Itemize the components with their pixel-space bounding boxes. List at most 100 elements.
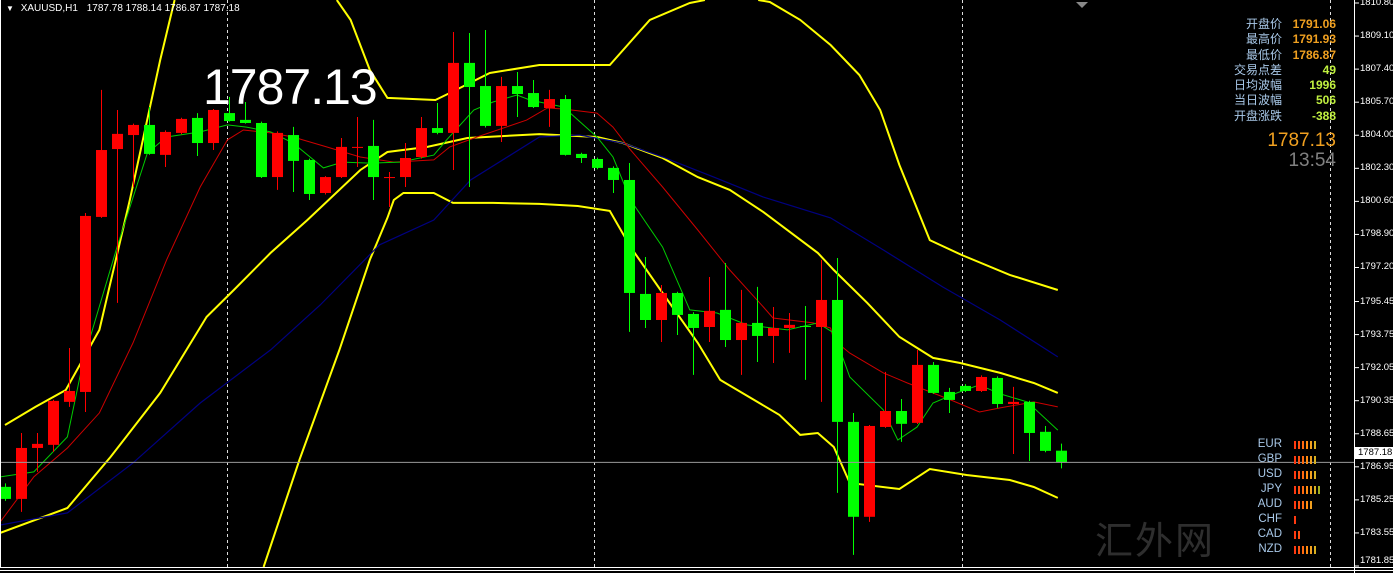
candle [928,361,939,394]
axis-tick-label: 1802.30 [1360,162,1393,174]
candle-body [640,293,651,320]
strength-bar [1310,470,1312,479]
candle [336,137,347,179]
candle [656,284,667,342]
dropdown-triangle-icon[interactable]: ▼ [6,4,14,13]
strength-bar [1294,530,1296,539]
info-row: 开盘价 1791.06 [1234,17,1336,32]
watermark: 汇外网 [1095,521,1216,563]
info-label: 最低价 [1245,47,1282,62]
strength-bar [1306,485,1308,494]
candle [768,306,779,363]
strength-bar [1314,470,1316,479]
candle [128,123,139,187]
candle-body [400,157,411,178]
candle-body [1040,431,1051,451]
currency-label: CHF [1258,513,1282,525]
candle [400,143,411,187]
candle [208,108,219,151]
axis-tick-label: 1781.85 [1360,555,1393,566]
strength-bar [1314,455,1316,464]
info-value: -388 [1311,108,1336,123]
candle [896,398,907,442]
candle [624,163,635,332]
candle [368,119,379,201]
info-value: 1791.93 [1292,32,1336,47]
ma-slow-line [0,134,1059,526]
info-label: 开盘价 [1245,17,1282,31]
currency-label: NZD [1258,543,1282,555]
candle-body [576,153,587,158]
candle-body [176,118,187,133]
candle [992,376,1003,408]
candle [432,102,443,135]
candle [592,157,603,170]
candle-body [656,292,667,320]
candle-body [32,443,43,448]
strength-row: CAD [1250,527,1322,542]
currency-label: USD [1257,468,1282,480]
currency-label: AUD [1257,498,1282,510]
strength-bar [1294,485,1296,494]
candle-body [64,390,75,402]
axis-tick-label: 1809.10 [1360,30,1393,42]
candle [784,312,795,353]
axis-tick-label: 1805.70 [1360,96,1393,108]
info-row: 日均波幅 1996 [1234,78,1336,93]
axis-tick-label: 1785.25 [1360,493,1393,505]
strength-bar [1298,440,1300,449]
candle-body [512,86,523,95]
candle [320,176,331,195]
info-panel: 开盘价 1791.06 最高价 1791.93 最低价 1786.87 交易点差 49 日均波幅… [1234,17,1336,124]
candle-body [320,177,331,194]
candle-body [528,93,539,108]
candle [544,89,555,127]
chart-shift-marker-icon[interactable] [1076,2,1088,8]
candle-body [144,124,155,154]
candle [176,117,187,135]
chart-title: ▼ XAUUSD,H1 1787.78 1788.14 1786.87 1787… [6,3,240,14]
strength-bar [1294,440,1296,449]
candle [464,32,475,187]
candle-body [240,119,251,123]
strength-bar [1298,500,1300,509]
strength-bar [1298,545,1300,554]
big-price-label: 1787.13 [203,59,378,115]
candle [736,289,747,375]
axis-tick-label: 1795.45 [1360,295,1393,307]
candle [640,256,651,328]
candle [704,277,715,342]
candle [32,432,43,472]
candle-body [1056,450,1067,463]
candle [752,286,763,362]
strength-row: EUR [1250,437,1322,452]
candle [496,76,507,143]
info-value: 506 [1315,93,1336,108]
candle [880,371,891,428]
candle [160,130,171,167]
candle-timer: 13:54 [1288,150,1336,171]
axis-tick-label: 1804.00 [1360,129,1393,141]
candle [352,116,363,167]
strength-bar [1310,500,1312,509]
candle [304,158,315,201]
currency-label: EUR [1257,438,1282,450]
candle [1040,425,1051,453]
strength-bar [1318,485,1320,494]
candle-body [272,132,283,178]
info-label: 当日波幅 [1233,93,1282,108]
candle-body [912,364,923,423]
axis-tick-label: 1786.95 [1360,460,1393,472]
candle [48,399,59,452]
strength-bar [1306,545,1308,554]
strength-row: GBP [1250,452,1322,467]
candles [0,30,1067,555]
bollinger-upper-line [4,0,176,426]
candle-body [384,177,395,179]
candle-body [864,425,875,517]
axis-tick-label: 1798.90 [1360,228,1393,240]
info-label: 开盘涨跌 [1233,108,1282,123]
candle [96,89,107,218]
axis-tick-label: 1793.75 [1360,328,1393,340]
